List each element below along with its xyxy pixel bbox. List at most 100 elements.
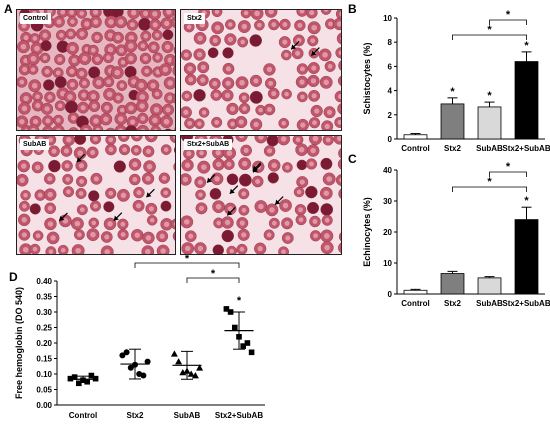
cell-center <box>199 150 204 156</box>
cell-center <box>337 120 341 125</box>
y-tick-label: 0.05 <box>36 386 52 395</box>
red-blood-cell <box>136 124 150 130</box>
red-blood-cell <box>305 185 318 199</box>
cell-center <box>104 249 111 254</box>
micrograph-label: SubAB <box>20 139 50 150</box>
cell-center <box>66 189 71 195</box>
micrograph-subab: SubAB <box>16 135 176 255</box>
cell-center <box>37 192 43 198</box>
data-point <box>127 364 134 371</box>
red-blood-cell <box>338 188 341 199</box>
cell-center <box>130 10 137 16</box>
cell-center <box>271 220 277 226</box>
cell-center <box>323 79 330 86</box>
cell-center <box>122 147 127 153</box>
cell-center <box>310 78 317 84</box>
red-blood-cell <box>88 190 100 202</box>
x-tick-label: Stx2 <box>127 411 144 420</box>
micrograph-stx2-subab: Stx2+SubAB <box>180 135 342 255</box>
cell-center <box>145 235 152 241</box>
cell-center <box>132 177 138 183</box>
significance-bracket <box>134 262 240 268</box>
red-blood-cell <box>170 15 175 29</box>
cell-center <box>57 57 63 62</box>
cell-center <box>258 203 264 210</box>
data-point <box>71 374 78 380</box>
cell-center <box>253 121 259 128</box>
chart-free-hemoglobin: 0.00 0.05 0.10 0.15 0.20 0.25 0.30 0.35 0.40 Free… <box>14 255 265 420</box>
cell-center <box>299 10 305 14</box>
red-blood-cell <box>221 229 234 243</box>
data-point <box>170 350 178 357</box>
cell-center <box>197 35 203 42</box>
cell-center <box>22 67 28 73</box>
cell-center <box>79 207 85 213</box>
cell-center <box>21 232 27 238</box>
cell-center <box>314 108 320 114</box>
cell-center <box>309 10 315 16</box>
cell-center <box>243 147 249 153</box>
panel-letter-a: A <box>4 2 13 16</box>
cell-center <box>238 136 245 139</box>
cell-center <box>60 10 66 15</box>
cell-center <box>69 68 75 74</box>
cell-center <box>118 116 124 122</box>
cell-center <box>20 43 27 50</box>
cell-center <box>186 151 192 157</box>
cell-center <box>323 190 330 196</box>
cell-center <box>69 45 76 52</box>
cell-center <box>59 32 64 38</box>
cell-center <box>121 136 127 139</box>
cell-center <box>183 219 190 225</box>
cell-center <box>229 106 236 112</box>
cell-center <box>227 36 234 43</box>
cell-center <box>163 190 168 195</box>
data-point <box>67 375 74 382</box>
cell-center <box>228 22 233 27</box>
cell-center <box>155 69 161 75</box>
y-tick-label: 0.00 <box>36 401 52 410</box>
y-axis-label: Schistocytes (%) <box>362 42 372 114</box>
cell-center <box>44 69 50 75</box>
data-point <box>88 372 95 379</box>
cell-center <box>104 234 110 240</box>
cell-center <box>134 136 140 139</box>
cell-center <box>22 203 27 209</box>
cell-center <box>266 66 273 73</box>
x-tick-label: Control <box>401 299 429 308</box>
red-blood-cell <box>336 32 341 45</box>
cell-center <box>323 233 330 239</box>
red-blood-cell <box>144 136 158 143</box>
cell-center <box>266 106 272 113</box>
cell-center <box>285 235 291 241</box>
micrograph-control: Control <box>16 9 176 131</box>
cell-center <box>268 10 274 15</box>
cell-center <box>183 52 189 58</box>
cell-center <box>47 221 54 227</box>
cell-center <box>167 95 173 101</box>
cell-center <box>47 176 53 182</box>
cell-center <box>93 203 98 209</box>
cell-center <box>80 105 86 111</box>
cell-center <box>19 79 25 85</box>
cell-center <box>242 106 248 111</box>
cell-center <box>214 176 220 182</box>
cell-center <box>150 82 156 89</box>
cell-center <box>239 220 245 226</box>
x-tick-label: Stx2+SubAB <box>502 299 550 308</box>
cell-center <box>95 127 101 130</box>
arrow-icon <box>310 47 320 57</box>
cell-center <box>215 203 222 210</box>
cell-center <box>35 94 40 99</box>
cell-center <box>115 35 121 41</box>
cell-center <box>79 31 85 37</box>
cell-center <box>108 147 114 153</box>
cell-center <box>129 22 135 28</box>
cell-center <box>90 47 96 53</box>
cell-center <box>47 94 53 100</box>
cell-center <box>132 161 138 168</box>
cell-center <box>240 39 246 45</box>
cell-center <box>93 19 99 25</box>
cell-center <box>161 175 167 181</box>
red-blood-cell <box>79 124 93 130</box>
